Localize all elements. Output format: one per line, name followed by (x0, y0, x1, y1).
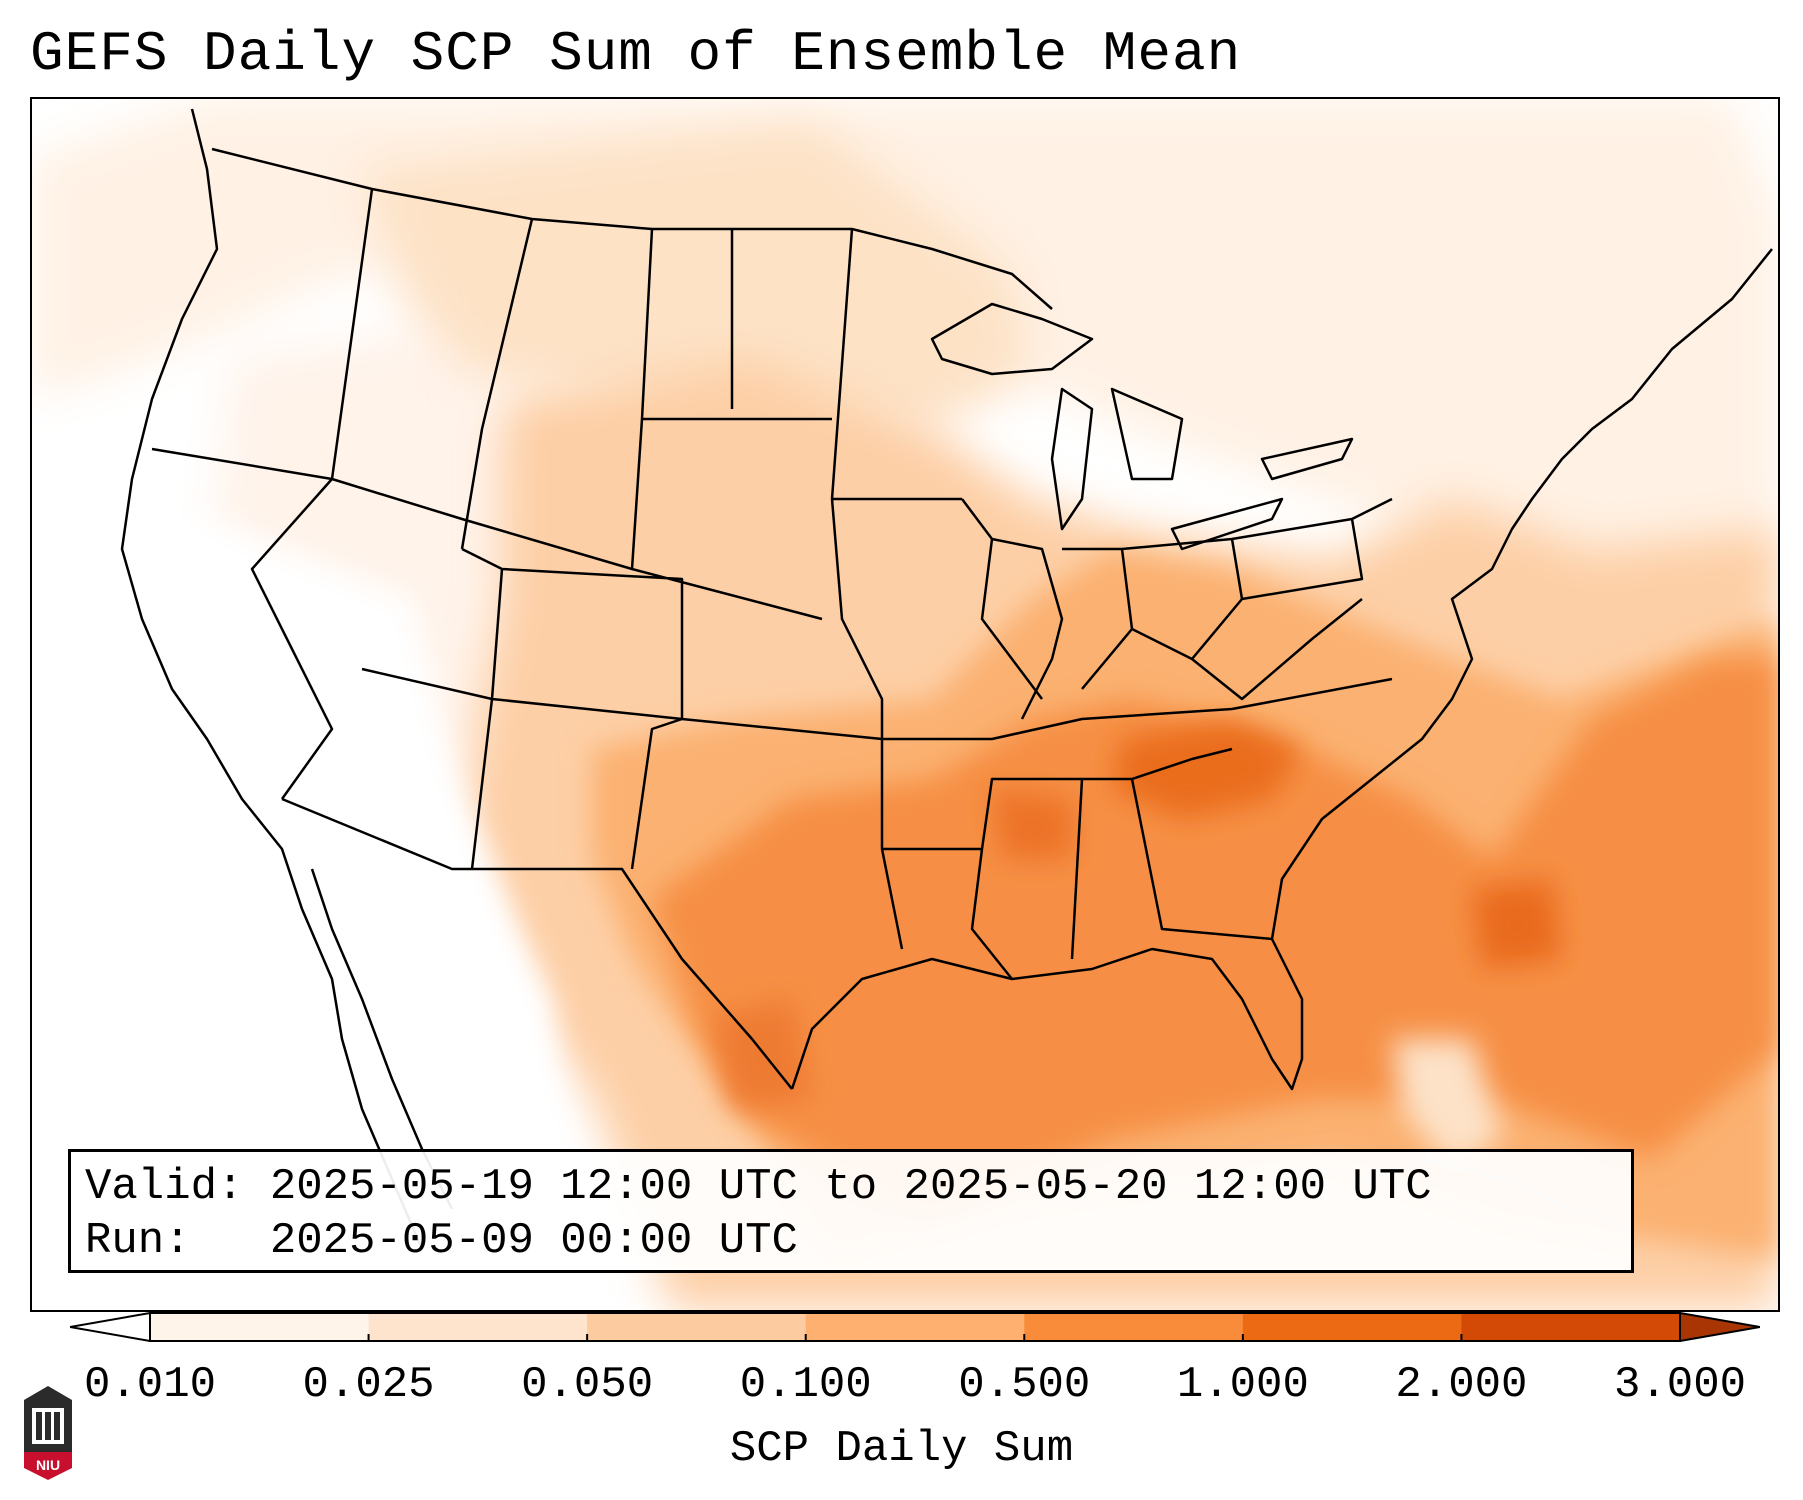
scp-band-west-white (32, 519, 572, 1310)
colorbar-label: SCP Daily Sum (729, 1424, 1074, 1474)
run-line: Run: 2025-05-09 00:00 UTC (85, 1214, 1617, 1268)
colorbar-tick-label: 0.100 (739, 1360, 872, 1410)
niu-logo: NIU (24, 1386, 72, 1480)
lake-erie (1170, 497, 1284, 551)
colorbar-extension-high (1679, 1312, 1760, 1342)
lake-michigan (1050, 387, 1094, 531)
valid-line: Valid: 2025-05-19 12:00 UTC to 2025-05-2… (85, 1160, 1617, 1214)
colorbar-segment (805, 1313, 1025, 1341)
colorbar-frame (149, 1312, 1681, 1342)
run-value: 2025-05-09 00:00 UTC (269, 1216, 798, 1266)
colorbar-segment (150, 1313, 370, 1341)
lake-huron (1110, 387, 1184, 481)
lake-ontario (1260, 437, 1354, 481)
scp-shading (32, 99, 1778, 1310)
colorbar-segment (1461, 1313, 1681, 1341)
mexico-border (281, 797, 793, 1090)
scp-band-1000 (1112, 719, 1302, 819)
map-title: GEFS Daily SCP Sum of Ensemble Mean (30, 22, 1242, 86)
state-lines (151, 188, 1393, 980)
valid-value: 2025-05-19 12:00 UTC to 2025-05-20 12:00… (269, 1162, 1432, 1212)
scp-band-1000-b (992, 789, 1072, 859)
valid-label: Valid: (85, 1162, 244, 1212)
colorbar-segment (368, 1313, 588, 1341)
colorbar-tick-label: 1.000 (1176, 1360, 1309, 1410)
validity-info-box: Valid: 2025-05-19 12:00 UTC to 2025-05-2… (68, 1149, 1634, 1273)
colorbar-tick-label: 0.050 (521, 1360, 654, 1410)
colorbar-segment (587, 1313, 807, 1341)
colorbar-tick-label: 0.010 (83, 1360, 217, 1410)
colorbar-segment (1242, 1313, 1462, 1341)
atlantic-coastline (1270, 248, 1773, 940)
scp-band-florida (1392, 1039, 1502, 1169)
niu-logo-text: NIU (36, 1457, 60, 1473)
colorbar-segment (1024, 1313, 1244, 1341)
lake-superior (930, 302, 1094, 376)
gulf-coastline (790, 938, 1304, 1091)
run-label: Run: (85, 1216, 191, 1266)
colorbar-tick-label: 0.025 (302, 1360, 435, 1410)
colorbar-tick-label: 3.000 (1613, 1360, 1747, 1410)
colorbar-tick-label: 0.500 (958, 1360, 1091, 1410)
colorbar-tick-label: 2.000 (1395, 1360, 1528, 1410)
scp-band-0025-north (362, 119, 1032, 429)
scp-band-0500 (652, 659, 1778, 1219)
colorbar-extension-low (70, 1312, 151, 1342)
map-panel: Valid: 2025-05-19 12:00 UTC to 2025-05-2… (30, 97, 1780, 1312)
pacific-coastline (120, 108, 424, 1250)
scp-band-1000-c (1472, 879, 1562, 969)
scp-map (32, 99, 1778, 1310)
colorbar (70, 1312, 1760, 1342)
